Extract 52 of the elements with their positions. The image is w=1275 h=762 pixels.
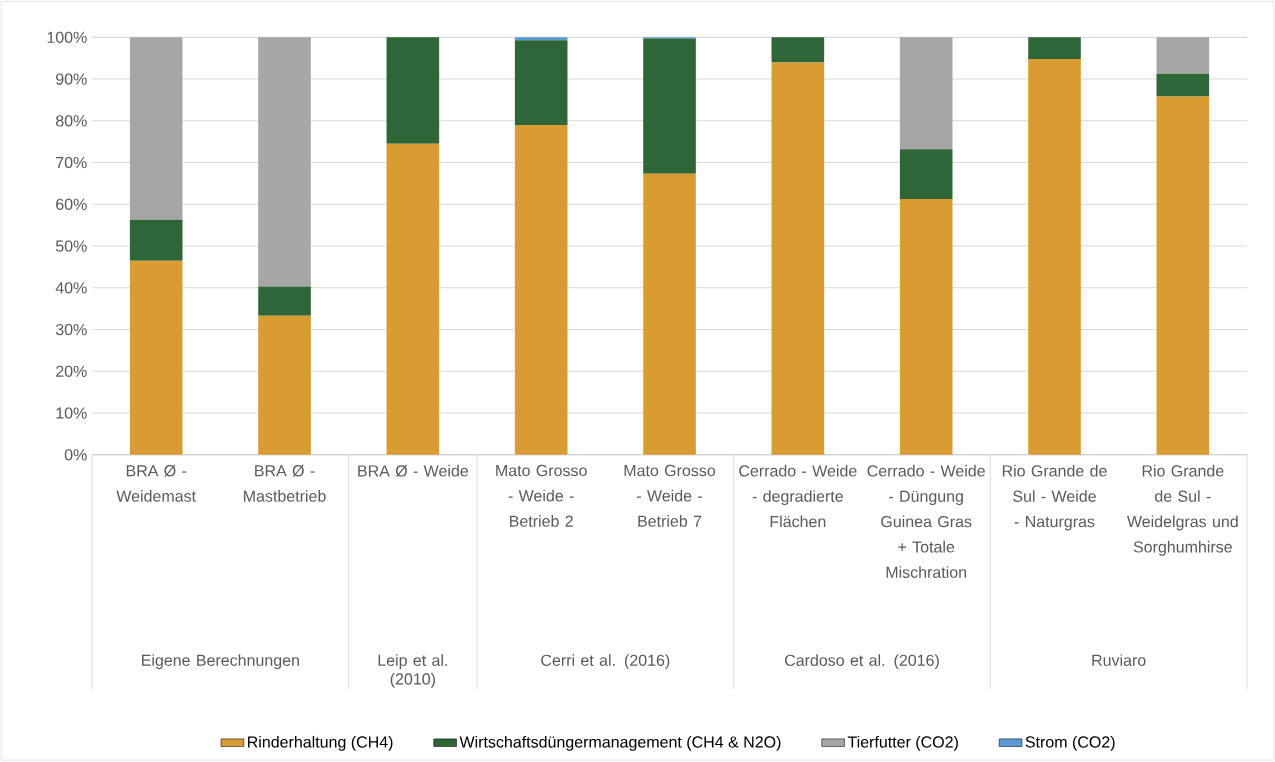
bar <box>129 220 183 261</box>
y-tick-label: 80% <box>55 115 87 127</box>
bar <box>514 37 568 41</box>
x-tick-label: Cerrado - Weide - degradierte Flächen <box>739 465 857 528</box>
legend-label: Strom (CO2) <box>1025 736 1115 752</box>
bar <box>1028 37 1081 60</box>
text: Cerri et al. (2016) <box>541 654 670 670</box>
y-tick-label: 20% <box>56 365 87 378</box>
bar <box>643 174 696 456</box>
bar <box>386 144 440 456</box>
bar <box>899 37 953 150</box>
bar <box>514 125 568 456</box>
bar <box>1156 73 1210 97</box>
bar <box>643 38 696 175</box>
x-tick-label: Cerrado - Weide - Düngung Guinea Gras + Totale Mischration <box>867 465 985 579</box>
legend-label: Wirtschaftsdüngermanagement (CH4 & N2O) <box>459 736 781 752</box>
bar <box>258 286 311 317</box>
bar <box>771 62 825 456</box>
bar <box>258 37 311 287</box>
x-tick-label: Mato Grosso - Weide - Betrieb 2 <box>496 465 587 528</box>
legend-label: Rinderhaltung (CH4) <box>248 736 393 752</box>
text: Cardoso et al. (2016) <box>784 654 939 670</box>
legend-label: Tierfutter (CO2) <box>847 736 958 752</box>
bar <box>129 37 183 220</box>
y-tick-label: 10% <box>56 407 87 419</box>
bar <box>1156 37 1210 74</box>
bar <box>386 37 440 145</box>
y-tick-label: 40% <box>55 282 87 294</box>
y-tick-label: 90% <box>56 73 87 85</box>
bar <box>129 260 183 456</box>
bar <box>899 199 953 456</box>
y-tick-label: 0% <box>64 449 87 461</box>
x-tick-label: BRA Ø - Weidemast <box>116 465 196 503</box>
bar <box>258 316 311 456</box>
y-tick-label: 60% <box>56 198 87 211</box>
text: Leip et al. (2010) <box>378 654 447 689</box>
text: Eigene Berechnungen <box>142 654 299 670</box>
y-tick-label: 70% <box>56 157 87 169</box>
y-tick-label: 30% <box>55 324 87 336</box>
bar <box>771 37 825 63</box>
bar <box>1156 96 1210 456</box>
bar <box>1028 59 1081 456</box>
x-tick-label: Rio Grande de Sul - Weidelgras und Sorghumhirse <box>1127 465 1238 557</box>
x-tick-label: BRA Ø - Mastbetrieb <box>244 465 326 503</box>
y-tick-label: 100% <box>47 31 87 44</box>
x-tick-label: BRA Ø - Weide <box>358 465 469 478</box>
x-tick-label: Rio Grande de Sul - Weide - Naturgras <box>1002 465 1107 531</box>
x-tick-label: Mato Grosso - Weide - Betrieb 7 <box>624 465 716 528</box>
bar <box>514 40 568 126</box>
bar <box>899 149 953 200</box>
y-tick-label: 50% <box>55 240 87 252</box>
text: Ruviaro <box>1092 654 1146 667</box>
